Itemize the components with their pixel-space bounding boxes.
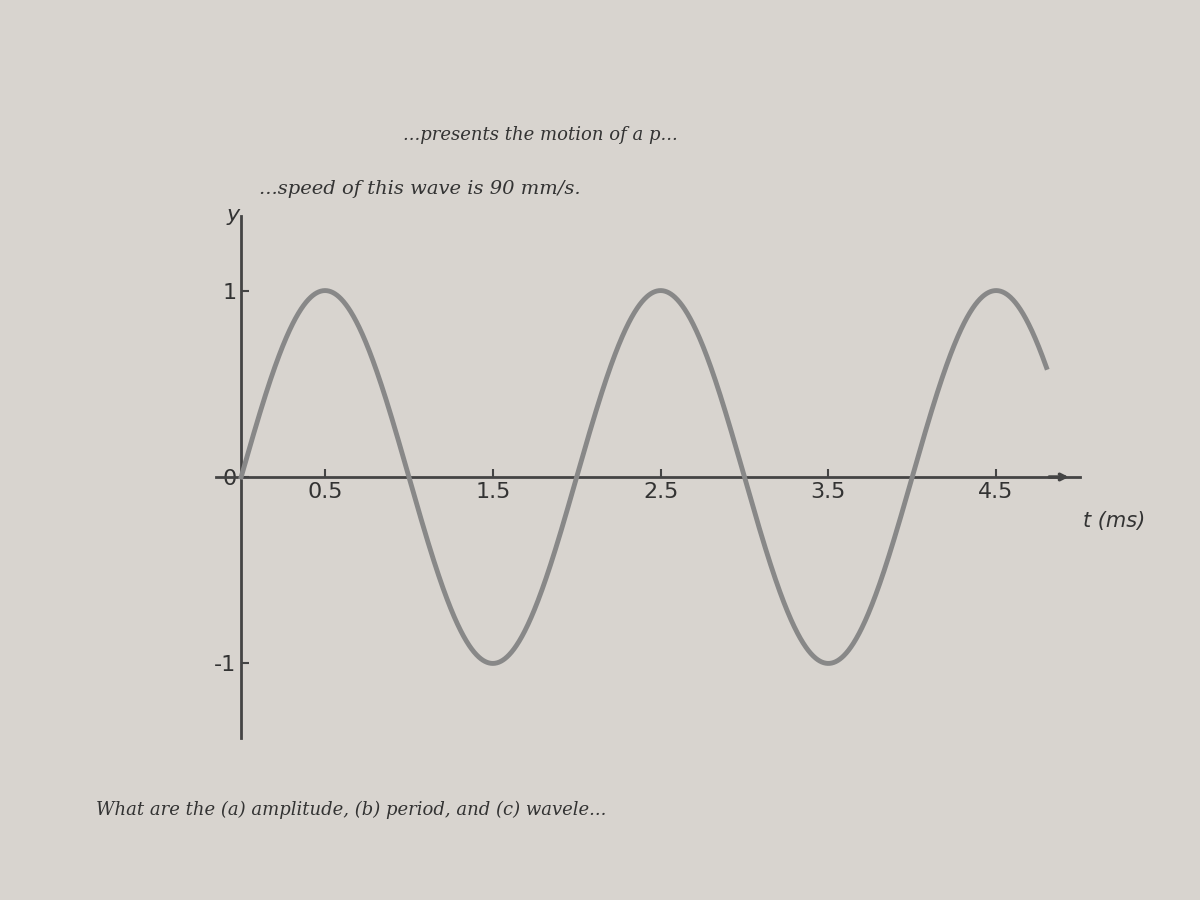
Text: t (ms): t (ms)	[1084, 510, 1146, 531]
Text: What are the (a) amplitude, (b) period, and (c) wavele...: What are the (a) amplitude, (b) period, …	[96, 801, 606, 819]
Text: ...speed of this wave is 90 mm/s.: ...speed of this wave is 90 mm/s.	[259, 180, 581, 198]
Text: y: y	[227, 205, 239, 225]
Text: ...presents the motion of a p...: ...presents the motion of a p...	[403, 126, 677, 144]
